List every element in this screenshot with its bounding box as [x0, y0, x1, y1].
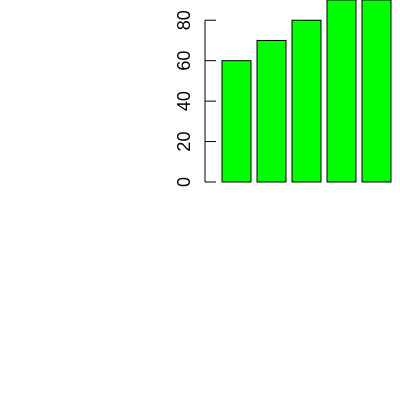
y-tick-label: 60 [174, 51, 194, 71]
bar [256, 39, 287, 183]
y-tick-label: 40 [174, 91, 194, 111]
bar [326, 0, 357, 183]
bar [361, 0, 392, 183]
y-tick-label: 0 [174, 177, 194, 187]
plot-area: 0 20 40 60 80 [174, 0, 392, 187]
bar [291, 19, 322, 183]
bar [221, 60, 252, 183]
y-tick-label: 80 [174, 10, 194, 30]
y-tick-label: 20 [174, 132, 194, 152]
